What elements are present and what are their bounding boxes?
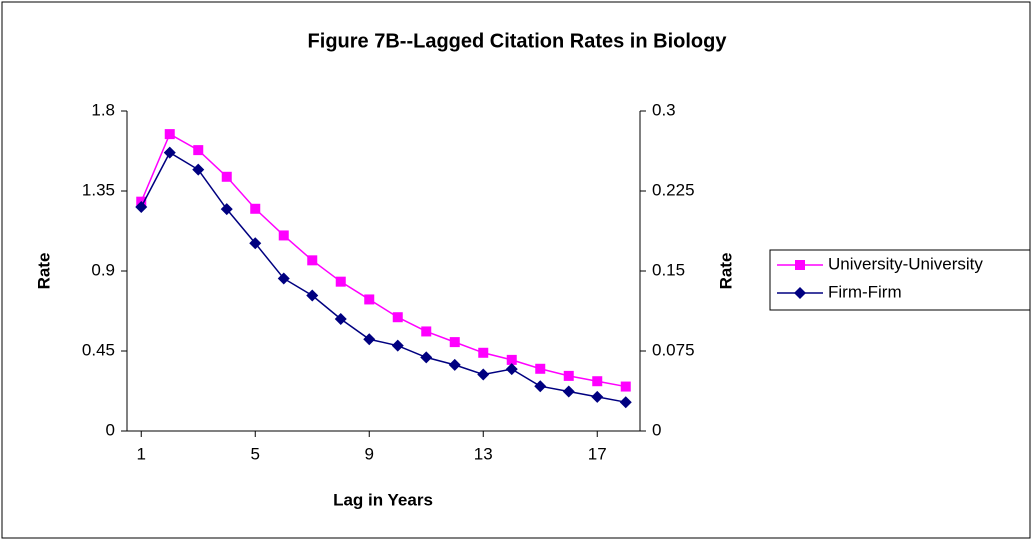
data-point bbox=[193, 145, 204, 156]
data-point bbox=[449, 337, 460, 348]
data-point bbox=[277, 272, 290, 285]
x-tick-label: 9 bbox=[365, 444, 374, 463]
x-tick-label: 5 bbox=[251, 444, 260, 463]
legend-label: Firm-Firm bbox=[828, 282, 902, 301]
data-point bbox=[163, 146, 176, 159]
data-point bbox=[592, 376, 603, 387]
data-point bbox=[364, 294, 375, 305]
y2-tick-label: 0.3 bbox=[652, 100, 676, 119]
data-point bbox=[135, 201, 148, 213]
y-tick-label: 0.9 bbox=[91, 260, 115, 279]
x-tick-label: 17 bbox=[588, 444, 607, 463]
data-point bbox=[220, 203, 233, 216]
data-point bbox=[363, 333, 376, 346]
y2-tick-label: 0.075 bbox=[652, 340, 695, 359]
y2-tick-label: 0 bbox=[652, 420, 661, 439]
data-point bbox=[535, 363, 546, 374]
data-point bbox=[420, 351, 433, 364]
legend-label: University-University bbox=[828, 254, 983, 273]
data-point bbox=[164, 129, 175, 140]
data-point bbox=[307, 255, 318, 266]
data-point bbox=[448, 358, 461, 371]
data-point bbox=[334, 313, 347, 325]
y2-tick-label: 0.225 bbox=[652, 180, 695, 199]
y-axis-label: Rate bbox=[34, 253, 53, 290]
data-point bbox=[477, 368, 490, 381]
chart-title: Figure 7B--Lagged Citation Rates in Biol… bbox=[308, 30, 728, 52]
y-tick-label: 1.35 bbox=[82, 180, 115, 199]
x-tick-label: 1 bbox=[137, 444, 146, 463]
data-point bbox=[278, 230, 289, 241]
data-point bbox=[391, 339, 404, 352]
data-point bbox=[421, 326, 432, 337]
data-point bbox=[505, 363, 518, 376]
y-tick-label: 0 bbox=[106, 420, 115, 439]
data-point bbox=[392, 312, 403, 323]
x-tick-label: 13 bbox=[474, 444, 493, 463]
x-axis-label: Lag in Years bbox=[333, 490, 433, 509]
data-point bbox=[335, 276, 346, 287]
legend-marker bbox=[795, 260, 805, 270]
y2-tick-label: 0.15 bbox=[652, 260, 685, 279]
y2-axis-label: Rate bbox=[716, 253, 735, 290]
data-point bbox=[250, 203, 261, 214]
data-point bbox=[591, 390, 604, 403]
data-point bbox=[619, 396, 632, 409]
data-point bbox=[478, 347, 489, 358]
data-point bbox=[249, 237, 262, 250]
legend-marker bbox=[794, 287, 806, 299]
data-point bbox=[306, 289, 319, 302]
data-point bbox=[192, 163, 205, 176]
data-point bbox=[534, 380, 547, 393]
data-point bbox=[563, 370, 574, 381]
y-tick-label: 0.45 bbox=[82, 340, 115, 359]
data-point bbox=[562, 385, 575, 398]
data-point bbox=[506, 354, 517, 365]
data-point bbox=[221, 171, 232, 182]
legend-box bbox=[769, 249, 1031, 311]
y-tick-label: 1.8 bbox=[91, 100, 115, 119]
data-point bbox=[620, 381, 631, 392]
